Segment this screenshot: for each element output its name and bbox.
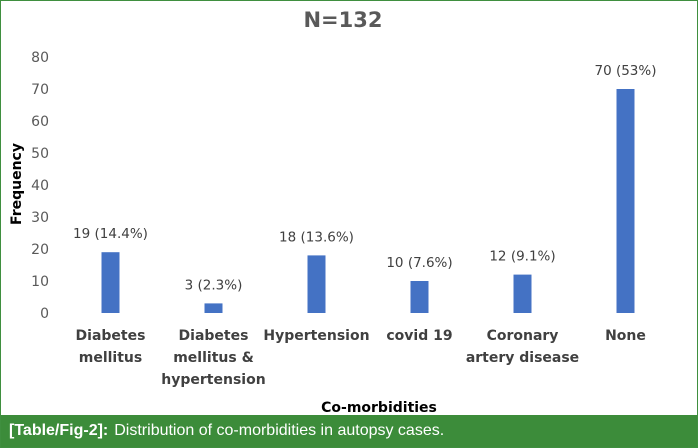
caption-label: [Table/Fig-2]: (9, 422, 109, 439)
caption-text: Distribution of co-morbidities in autops… (114, 422, 445, 439)
y-tick-label: 10 (31, 274, 49, 290)
category-label: None (605, 328, 646, 344)
data-label: 12 (9.1%) (489, 249, 555, 265)
category-label: Hypertension (263, 328, 369, 344)
y-tick-label: 50 (31, 146, 49, 162)
data-label: 70 (53%) (594, 63, 656, 79)
y-tick-label: 20 (31, 242, 49, 258)
category-labels: Diabetes mellitus Diabetes mellitus & hypert… (76, 328, 646, 388)
bars (101, 89, 635, 313)
category-label: Diabetes mellitus & hypertension (161, 328, 265, 388)
figure-caption: [Table/Fig-2]: Distribution of co-morbid… (1, 415, 697, 447)
y-tick-label: 40 (31, 178, 49, 194)
bar-chart: N=132 Frequency Co-morbidities 0 10 20 30 40… (9, 8, 657, 415)
y-tick-label: 60 (31, 114, 49, 130)
y-tick-label: 0 (40, 306, 49, 322)
data-label: 18 (13.6%) (279, 229, 354, 245)
bar (410, 281, 429, 313)
y-axis-ticks: 0 10 20 30 40 50 60 70 80 (31, 50, 49, 322)
y-tick-label: 30 (31, 210, 49, 226)
data-labels: 19 (14.4%) 3 (2.3%) 18 (13.6%) 10 (7.6%) 12 … (73, 63, 656, 293)
y-tick-label: 80 (31, 50, 49, 66)
bar (101, 252, 120, 313)
data-label: 19 (14.4%) (73, 226, 148, 242)
y-tick-label: 70 (31, 82, 49, 98)
y-axis-label: Frequency (9, 143, 25, 225)
data-label: 3 (2.3%) (185, 277, 243, 293)
x-axis-label: Co-morbidities (321, 400, 437, 415)
category-label: Coronary artery disease (466, 328, 579, 366)
category-label: covid 19 (386, 328, 452, 344)
data-label: 10 (7.6%) (386, 255, 452, 271)
category-label: Diabetes mellitus (76, 328, 146, 366)
bar (616, 89, 635, 313)
bar (513, 274, 532, 313)
bar (204, 303, 223, 313)
chart-title: N=132 (303, 8, 382, 32)
bar (307, 255, 326, 313)
